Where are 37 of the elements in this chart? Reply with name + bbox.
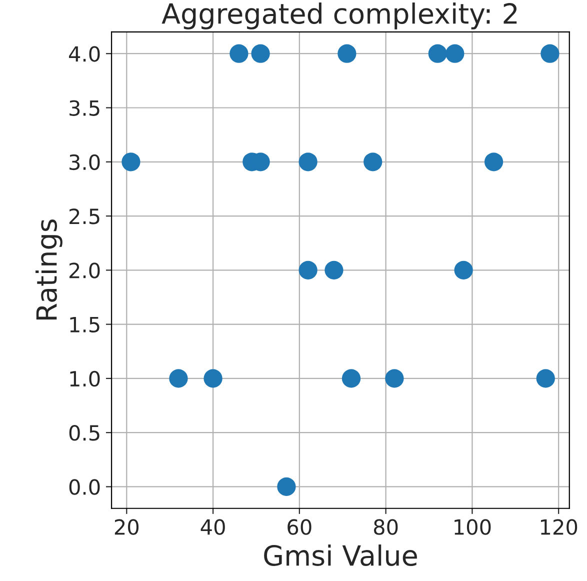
point <box>338 44 356 63</box>
point <box>251 44 270 63</box>
chart-title: Aggregated complexity: 2 <box>162 2 517 30</box>
point <box>536 369 555 388</box>
y-tick-label: 2.0 <box>70 262 100 278</box>
x-tick-label: 80 <box>374 519 398 535</box>
point <box>169 369 188 388</box>
y-tick-label: 1.0 <box>70 370 100 387</box>
x-tick-label: 60 <box>288 519 312 535</box>
point <box>204 369 222 388</box>
point <box>484 152 504 172</box>
point <box>298 152 318 172</box>
x-tick-label: 40 <box>200 519 225 535</box>
point <box>454 260 473 280</box>
y-tick-label: 1.5 <box>70 317 100 333</box>
point <box>540 44 560 63</box>
y-tick-label: 2.5 <box>70 208 100 224</box>
x-tick-label: 120 <box>540 519 578 535</box>
y-tick-label: 0.0 <box>69 479 100 495</box>
point <box>230 44 248 63</box>
y-tick-label: 3.0 <box>70 154 100 170</box>
point <box>428 44 447 63</box>
x-axis-title: Gmsi Value <box>264 544 417 566</box>
point <box>324 260 344 280</box>
x-tick-label: 20 <box>114 519 139 535</box>
y-tick-label: 3.5 <box>70 100 100 116</box>
y-tick-label: 4.0 <box>69 46 100 62</box>
point <box>298 260 318 280</box>
point <box>364 152 382 172</box>
point <box>277 477 296 496</box>
y-tick-label: 0.5 <box>69 425 100 441</box>
point <box>446 44 464 63</box>
point <box>342 369 361 388</box>
x-tick-label: 100 <box>454 519 491 535</box>
y-axis-title: Ratings <box>36 220 62 320</box>
point <box>385 369 404 388</box>
point <box>122 152 140 172</box>
